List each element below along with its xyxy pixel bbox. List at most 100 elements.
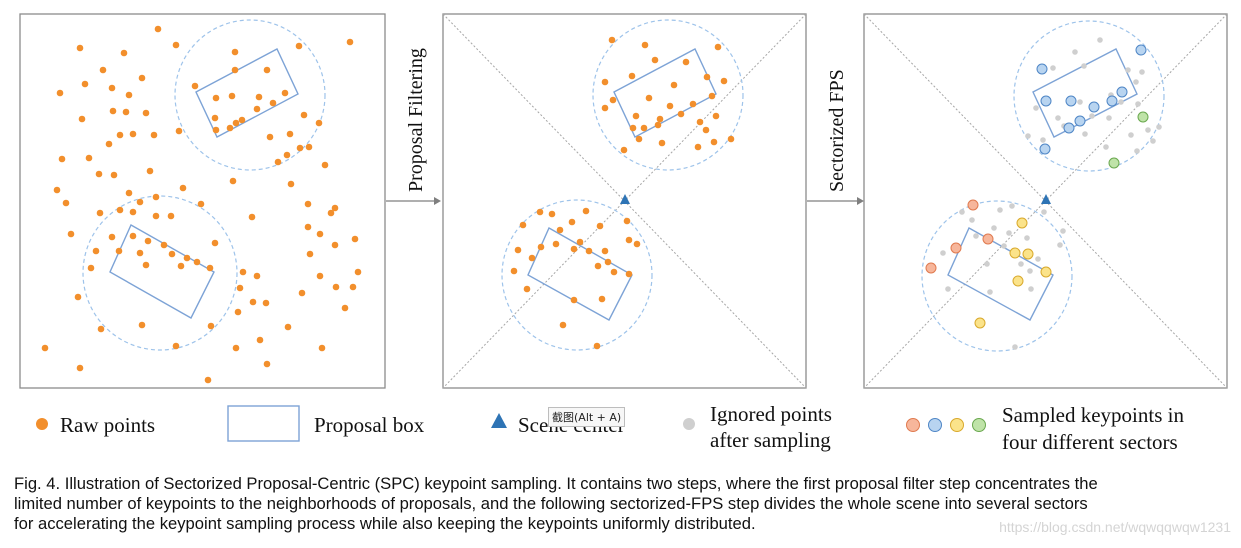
sampled-keypoint-blue — [1039, 143, 1051, 155]
ignored-point — [1150, 138, 1156, 144]
raw-point — [183, 254, 191, 262]
ignored-point — [1028, 286, 1034, 292]
raw-point — [585, 247, 593, 255]
raw-point — [99, 66, 107, 74]
raw-point — [78, 115, 86, 123]
legend-raw-points-label: Raw points — [60, 413, 155, 437]
raw-point — [253, 105, 261, 113]
proposal-neighborhood-circle — [82, 195, 238, 351]
ignored-point — [997, 207, 1003, 213]
raw-point — [321, 161, 329, 169]
arrow-proposal-filtering: Proposal Filtering — [386, 48, 441, 205]
ignored-point — [1081, 63, 1087, 69]
raw-point — [108, 84, 116, 92]
sampled-keypoint-blue — [1065, 95, 1077, 107]
raw-point — [670, 81, 678, 89]
sampled-keypoint-red — [950, 242, 962, 254]
raw-point — [295, 42, 303, 50]
legend-sector-yellow-swatch — [950, 418, 964, 432]
raw-point — [105, 140, 113, 148]
raw-point — [708, 92, 716, 100]
raw-point — [125, 91, 133, 99]
raw-point — [689, 100, 697, 108]
raw-point — [136, 198, 144, 206]
sampled-keypoint-blue — [1088, 101, 1100, 113]
raw-point — [232, 119, 240, 127]
raw-point — [628, 72, 636, 80]
ignored-point — [1055, 115, 1061, 121]
raw-point — [255, 93, 263, 101]
raw-point — [274, 158, 282, 166]
sampled-keypoint-yellow — [1040, 266, 1052, 278]
raw-point — [559, 321, 567, 329]
raw-point — [658, 139, 666, 147]
ignored-point — [1106, 115, 1112, 121]
sampled-keypoint-red — [967, 199, 979, 211]
ignored-point — [1009, 203, 1015, 209]
raw-point — [284, 323, 292, 331]
raw-point — [349, 283, 357, 291]
legend-sampled-label-line1: Sampled keypoints in — [1002, 403, 1184, 427]
ignored-point — [984, 261, 990, 267]
raw-point — [211, 114, 219, 122]
raw-point — [633, 240, 641, 248]
raw-point — [537, 243, 545, 251]
raw-point — [304, 223, 312, 231]
ignored-point — [1156, 124, 1162, 130]
raw-point — [596, 222, 604, 230]
raw-point — [552, 240, 560, 248]
raw-point — [110, 171, 118, 179]
raw-point — [179, 184, 187, 192]
ignored-point — [969, 217, 975, 223]
raw-point — [231, 66, 239, 74]
raw-point — [116, 206, 124, 214]
sampled-keypoint-blue — [1116, 86, 1128, 98]
raw-point — [108, 233, 116, 241]
raw-point — [601, 104, 609, 112]
raw-point — [85, 154, 93, 162]
raw-point — [296, 144, 304, 152]
raw-point — [287, 180, 295, 188]
sampled-keypoint-blue — [1074, 115, 1086, 127]
raw-point — [304, 200, 312, 208]
proposal-neighborhood-circle — [592, 19, 744, 171]
raw-point — [286, 130, 294, 138]
raw-point — [625, 236, 633, 244]
ignored-point — [1040, 137, 1046, 143]
raw-point — [58, 155, 66, 163]
raw-point — [568, 218, 576, 226]
ignored-point — [991, 225, 997, 231]
ignored-point — [945, 286, 951, 292]
raw-point — [41, 344, 49, 352]
raw-point — [138, 321, 146, 329]
raw-point — [249, 298, 257, 306]
panel-proposal-filtering — [442, 13, 807, 389]
raw-point — [556, 226, 564, 234]
raw-point — [601, 247, 609, 255]
raw-point — [150, 131, 158, 139]
raw-point — [76, 364, 84, 372]
raw-point — [144, 237, 152, 245]
legend-sector-red-swatch — [906, 418, 920, 432]
raw-point — [239, 268, 247, 276]
raw-point — [263, 360, 271, 368]
raw-point — [253, 272, 261, 280]
raw-point — [81, 80, 89, 88]
raw-point — [197, 200, 205, 208]
raw-point — [548, 210, 556, 218]
proposal-neighborhood-circle — [1013, 20, 1165, 172]
raw-point — [191, 82, 199, 90]
ignored-point — [1006, 230, 1012, 236]
raw-point — [256, 336, 264, 344]
arrow-label-proposal-filtering: Proposal Filtering — [405, 48, 427, 192]
caption-line: limited number of keypoints to the neigh… — [14, 494, 1088, 513]
raw-point — [212, 126, 220, 134]
raw-point — [142, 261, 150, 269]
raw-point — [305, 143, 313, 151]
raw-point — [523, 285, 531, 293]
raw-point — [109, 107, 117, 115]
raw-point — [598, 295, 606, 303]
raw-point — [262, 299, 270, 307]
filtered-point-cloud — [510, 36, 735, 350]
